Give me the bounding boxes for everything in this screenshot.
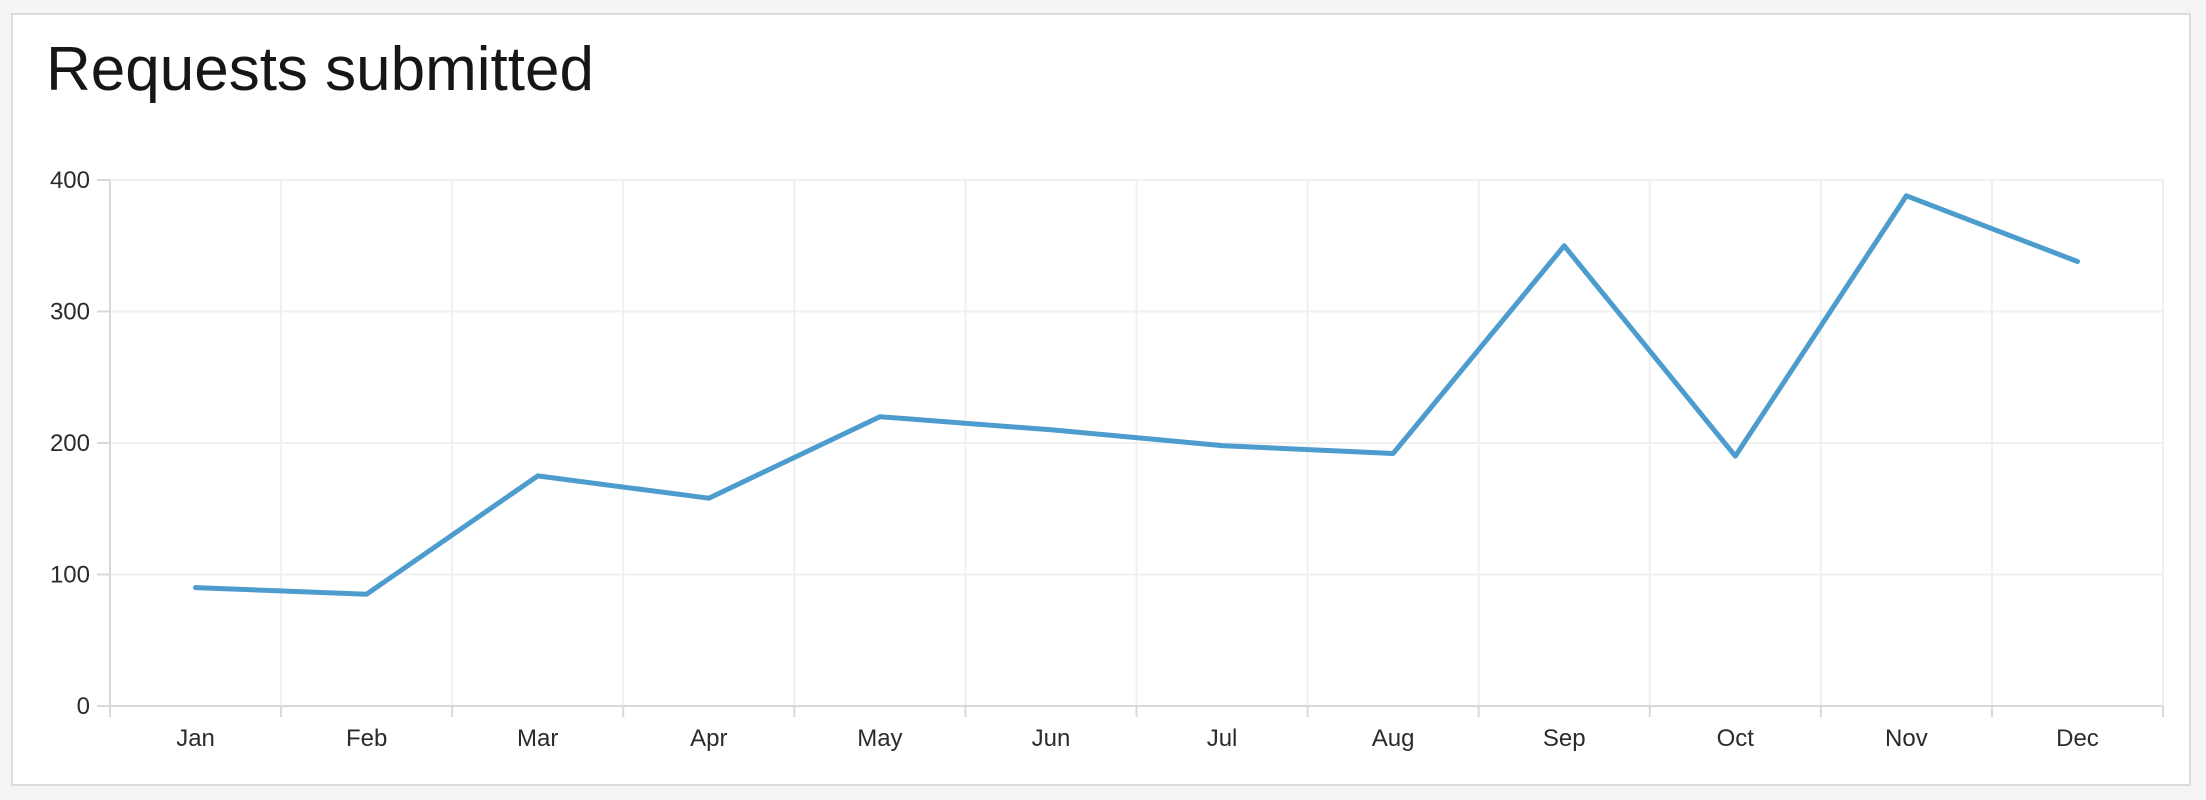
x-axis-label: Jul: [1207, 725, 1238, 752]
x-axis-label: Oct: [1717, 725, 1755, 752]
x-axis-label: May: [857, 725, 902, 752]
y-axis-label: 400: [50, 167, 90, 194]
x-axis-label: Jan: [176, 725, 215, 752]
series-line[interactable]: [193, 193, 2080, 597]
y-axis-label: 200: [50, 430, 90, 457]
chart-card: Requests submitted: [11, 13, 2191, 786]
x-axis-label: Feb: [346, 725, 387, 752]
chart-title: Requests submitted: [46, 35, 594, 104]
x-axis-label: Mar: [517, 725, 558, 752]
y-axis-label: 300: [50, 299, 90, 326]
x-axis-label: Nov: [1885, 725, 1928, 752]
x-axis-label: Jun: [1032, 725, 1071, 752]
x-axis-label: Sep: [1543, 725, 1586, 752]
y-axis-label: 0: [77, 693, 90, 720]
x-axis-label: Aug: [1372, 725, 1415, 752]
y-axis-label: 100: [50, 562, 90, 589]
x-axis-label: Dec: [2056, 725, 2099, 752]
x-axis-label: Apr: [690, 725, 727, 752]
